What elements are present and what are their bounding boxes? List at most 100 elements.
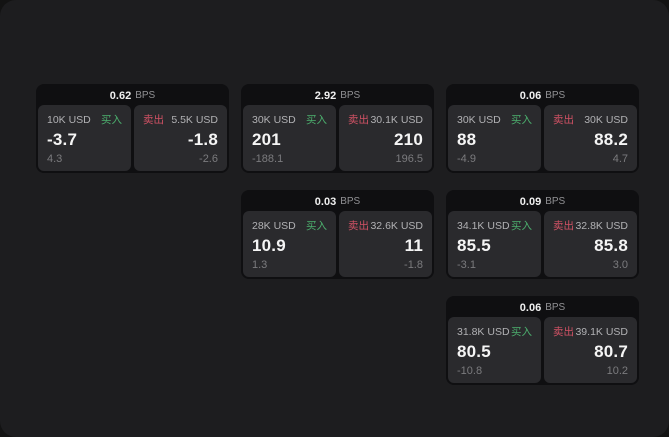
sell-panel-header: 卖出 30K USD [553, 112, 628, 127]
buy-delta: -4.9 [457, 153, 476, 165]
sell-panel-header: 卖出 5.5K USD [143, 112, 218, 127]
buy-panel-header: 30K USD 买入 [457, 112, 532, 127]
bps-header: 0.09 BPS [448, 192, 637, 211]
sell-panel[interactable]: 卖出 32.8K USD 85.8 3.0 [544, 211, 637, 277]
bps-value: 0.09 [519, 195, 542, 208]
bps-unit-label: BPS [545, 302, 566, 313]
buy-panel-header: 34.1K USD 买入 [457, 218, 532, 233]
sell-tag: 卖出 [553, 220, 574, 232]
bps-value: 0.62 [109, 89, 132, 102]
buy-tag: 买入 [306, 114, 327, 126]
quote-card: 2.92 BPS 30K USD 买入 201 -188.1 卖出 30.1K … [241, 84, 434, 173]
bps-header: 2.92 BPS [243, 86, 432, 105]
quote-card-grid: 0.62 BPS 10K USD 买入 -3.7 4.3 卖出 5.5K USD [36, 84, 639, 385]
sell-size-label: 32.8K USD [575, 220, 628, 232]
sell-panel[interactable]: 卖出 32.6K USD 11 -1.8 [339, 211, 432, 277]
sell-tag: 卖出 [553, 114, 574, 126]
sell-panel-header: 卖出 39.1K USD [553, 324, 628, 339]
sell-panel-header: 卖出 32.8K USD [553, 218, 628, 233]
sell-delta: -1.8 [404, 259, 423, 271]
sell-price: -1.8 [187, 129, 218, 149]
quote-card: 0.06 BPS 31.8K USD 买入 80.5 -10.8 卖出 39.1… [446, 296, 639, 385]
quote-panels: 10K USD 买入 -3.7 4.3 卖出 5.5K USD -1.8 -2.… [38, 105, 227, 171]
buy-panel[interactable]: 28K USD 买入 10.9 1.3 [243, 211, 336, 277]
bps-unit-label: BPS [545, 90, 566, 101]
bps-header: 0.62 BPS [38, 86, 227, 105]
buy-tag: 买入 [511, 220, 532, 232]
buy-panel-header: 28K USD 买入 [252, 218, 327, 233]
buy-size-label: 31.8K USD [457, 326, 510, 338]
sell-tag: 卖出 [348, 114, 369, 126]
buy-size-label: 28K USD [252, 220, 296, 232]
buy-delta: 1.3 [252, 259, 268, 271]
buy-price: -3.7 [47, 129, 78, 149]
quote-card: 0.03 BPS 28K USD 买入 10.9 1.3 卖出 32.6K US… [241, 190, 434, 279]
quote-panels: 28K USD 买入 10.9 1.3 卖出 32.6K USD 11 -1.8 [243, 211, 432, 277]
buy-panel[interactable]: 34.1K USD 买入 85.5 -3.1 [448, 211, 541, 277]
sell-tag: 卖出 [553, 326, 574, 338]
quote-panels: 34.1K USD 买入 85.5 -3.1 卖出 32.8K USD 85.8… [448, 211, 637, 277]
quote-card: 0.09 BPS 34.1K USD 买入 85.5 -3.1 卖出 32.8K… [446, 190, 639, 279]
sell-panel-header: 卖出 30.1K USD [348, 112, 423, 127]
buy-tag: 买入 [511, 326, 532, 338]
sell-delta: 3.0 [612, 259, 628, 271]
sell-panel[interactable]: 卖出 39.1K USD 80.7 10.2 [544, 317, 637, 383]
sell-size-label: 30.1K USD [370, 114, 423, 126]
sell-delta: 10.2 [606, 365, 628, 377]
buy-size-label: 30K USD [252, 114, 296, 126]
sell-delta: -2.6 [199, 153, 218, 165]
buy-price: 201 [252, 129, 281, 149]
sell-tag: 卖出 [143, 114, 164, 126]
sell-price: 85.8 [594, 235, 628, 255]
quote-card: 0.62 BPS 10K USD 买入 -3.7 4.3 卖出 5.5K USD [36, 84, 229, 173]
buy-size-label: 34.1K USD [457, 220, 510, 232]
sell-size-label: 39.1K USD [575, 326, 628, 338]
bps-value: 0.06 [519, 89, 542, 102]
sell-delta: 196.5 [395, 153, 423, 165]
bps-unit-label: BPS [340, 90, 361, 101]
buy-panel[interactable]: 30K USD 买入 88 -4.9 [448, 105, 541, 171]
buy-price: 85.5 [457, 235, 491, 255]
sell-price: 88.2 [594, 129, 628, 149]
sell-delta: 4.7 [612, 153, 628, 165]
bps-header: 0.03 BPS [243, 192, 432, 211]
sell-panel[interactable]: 卖出 5.5K USD -1.8 -2.6 [134, 105, 227, 171]
bps-unit-label: BPS [340, 196, 361, 207]
bps-header: 0.06 BPS [448, 298, 637, 317]
buy-delta: -3.1 [457, 259, 476, 271]
sell-panel[interactable]: 卖出 30K USD 88.2 4.7 [544, 105, 637, 171]
buy-delta: -10.8 [457, 365, 483, 377]
buy-panel[interactable]: 31.8K USD 买入 80.5 -10.8 [448, 317, 541, 383]
buy-panel-header: 31.8K USD 买入 [457, 324, 532, 339]
buy-panel[interactable]: 30K USD 买入 201 -188.1 [243, 105, 336, 171]
sell-panel[interactable]: 卖出 30.1K USD 210 196.5 [339, 105, 432, 171]
buy-panel-header: 30K USD 买入 [252, 112, 327, 127]
buy-price: 10.9 [252, 235, 286, 255]
sell-size-label: 32.6K USD [370, 220, 423, 232]
sell-size-label: 30K USD [584, 114, 628, 126]
bps-header: 0.06 BPS [448, 86, 637, 105]
buy-price: 80.5 [457, 341, 491, 361]
bps-value: 2.92 [314, 89, 337, 102]
buy-size-label: 10K USD [47, 114, 91, 126]
buy-tag: 买入 [101, 114, 122, 126]
sell-tag: 卖出 [348, 220, 369, 232]
buy-panel[interactable]: 10K USD 买入 -3.7 4.3 [38, 105, 131, 171]
sell-price: 11 [404, 235, 423, 255]
sell-price: 210 [394, 129, 423, 149]
quote-panels: 31.8K USD 买入 80.5 -10.8 卖出 39.1K USD 80.… [448, 317, 637, 383]
quote-card: 0.06 BPS 30K USD 买入 88 -4.9 卖出 30K USD [446, 84, 639, 173]
buy-tag: 买入 [306, 220, 327, 232]
sell-panel-header: 卖出 32.6K USD [348, 218, 423, 233]
bps-unit-label: BPS [545, 196, 566, 207]
buy-tag: 买入 [511, 114, 532, 126]
buy-delta: 4.3 [47, 153, 63, 165]
quote-panels: 30K USD 买入 201 -188.1 卖出 30.1K USD 210 1… [243, 105, 432, 171]
buy-price: 88 [457, 129, 477, 149]
bps-unit-label: BPS [135, 90, 156, 101]
sell-size-label: 5.5K USD [171, 114, 218, 126]
buy-delta: -188.1 [252, 153, 284, 165]
quote-panels: 30K USD 买入 88 -4.9 卖出 30K USD 88.2 4.7 [448, 105, 637, 171]
bps-value: 0.03 [314, 195, 337, 208]
